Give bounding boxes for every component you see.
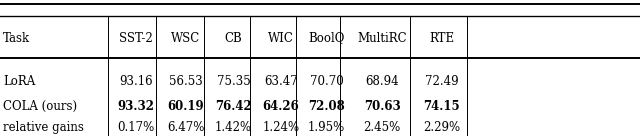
Text: 72.08: 72.08 (308, 100, 345, 113)
Text: 1.24%: 1.24% (262, 121, 300, 134)
Text: 1.42%: 1.42% (215, 121, 252, 134)
Text: WSC: WSC (171, 32, 200, 45)
Text: 68.94: 68.94 (365, 75, 399, 88)
Text: 93.16: 93.16 (119, 75, 153, 88)
Text: 93.32: 93.32 (118, 100, 154, 113)
Text: 70.70: 70.70 (310, 75, 344, 88)
Text: 56.53: 56.53 (169, 75, 202, 88)
Text: Task: Task (3, 32, 30, 45)
Text: 74.15: 74.15 (423, 100, 460, 113)
Text: relative gains: relative gains (3, 121, 84, 134)
Text: 0.17%: 0.17% (117, 121, 155, 134)
Text: MultiRC: MultiRC (357, 32, 407, 45)
Text: CB: CB (225, 32, 243, 45)
Text: WIC: WIC (268, 32, 294, 45)
Text: 1.95%: 1.95% (308, 121, 346, 134)
Text: 64.26: 64.26 (262, 100, 300, 113)
Text: 63.47: 63.47 (264, 75, 298, 88)
Text: 70.63: 70.63 (364, 100, 401, 113)
Text: 2.45%: 2.45% (364, 121, 401, 134)
Text: LoRA: LoRA (3, 75, 35, 88)
Text: 60.19: 60.19 (167, 100, 204, 113)
Text: 76.42: 76.42 (215, 100, 252, 113)
Text: BoolQ: BoolQ (308, 32, 345, 45)
Text: 2.29%: 2.29% (423, 121, 460, 134)
Text: COLA (ours): COLA (ours) (3, 100, 77, 113)
Text: 75.35: 75.35 (217, 75, 250, 88)
Text: RTE: RTE (429, 32, 454, 45)
Text: 6.47%: 6.47% (167, 121, 204, 134)
Text: SST-2: SST-2 (119, 32, 153, 45)
Text: 72.49: 72.49 (425, 75, 458, 88)
